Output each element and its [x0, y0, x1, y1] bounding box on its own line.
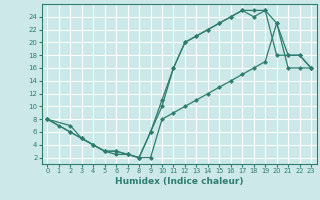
X-axis label: Humidex (Indice chaleur): Humidex (Indice chaleur) [115, 177, 244, 186]
